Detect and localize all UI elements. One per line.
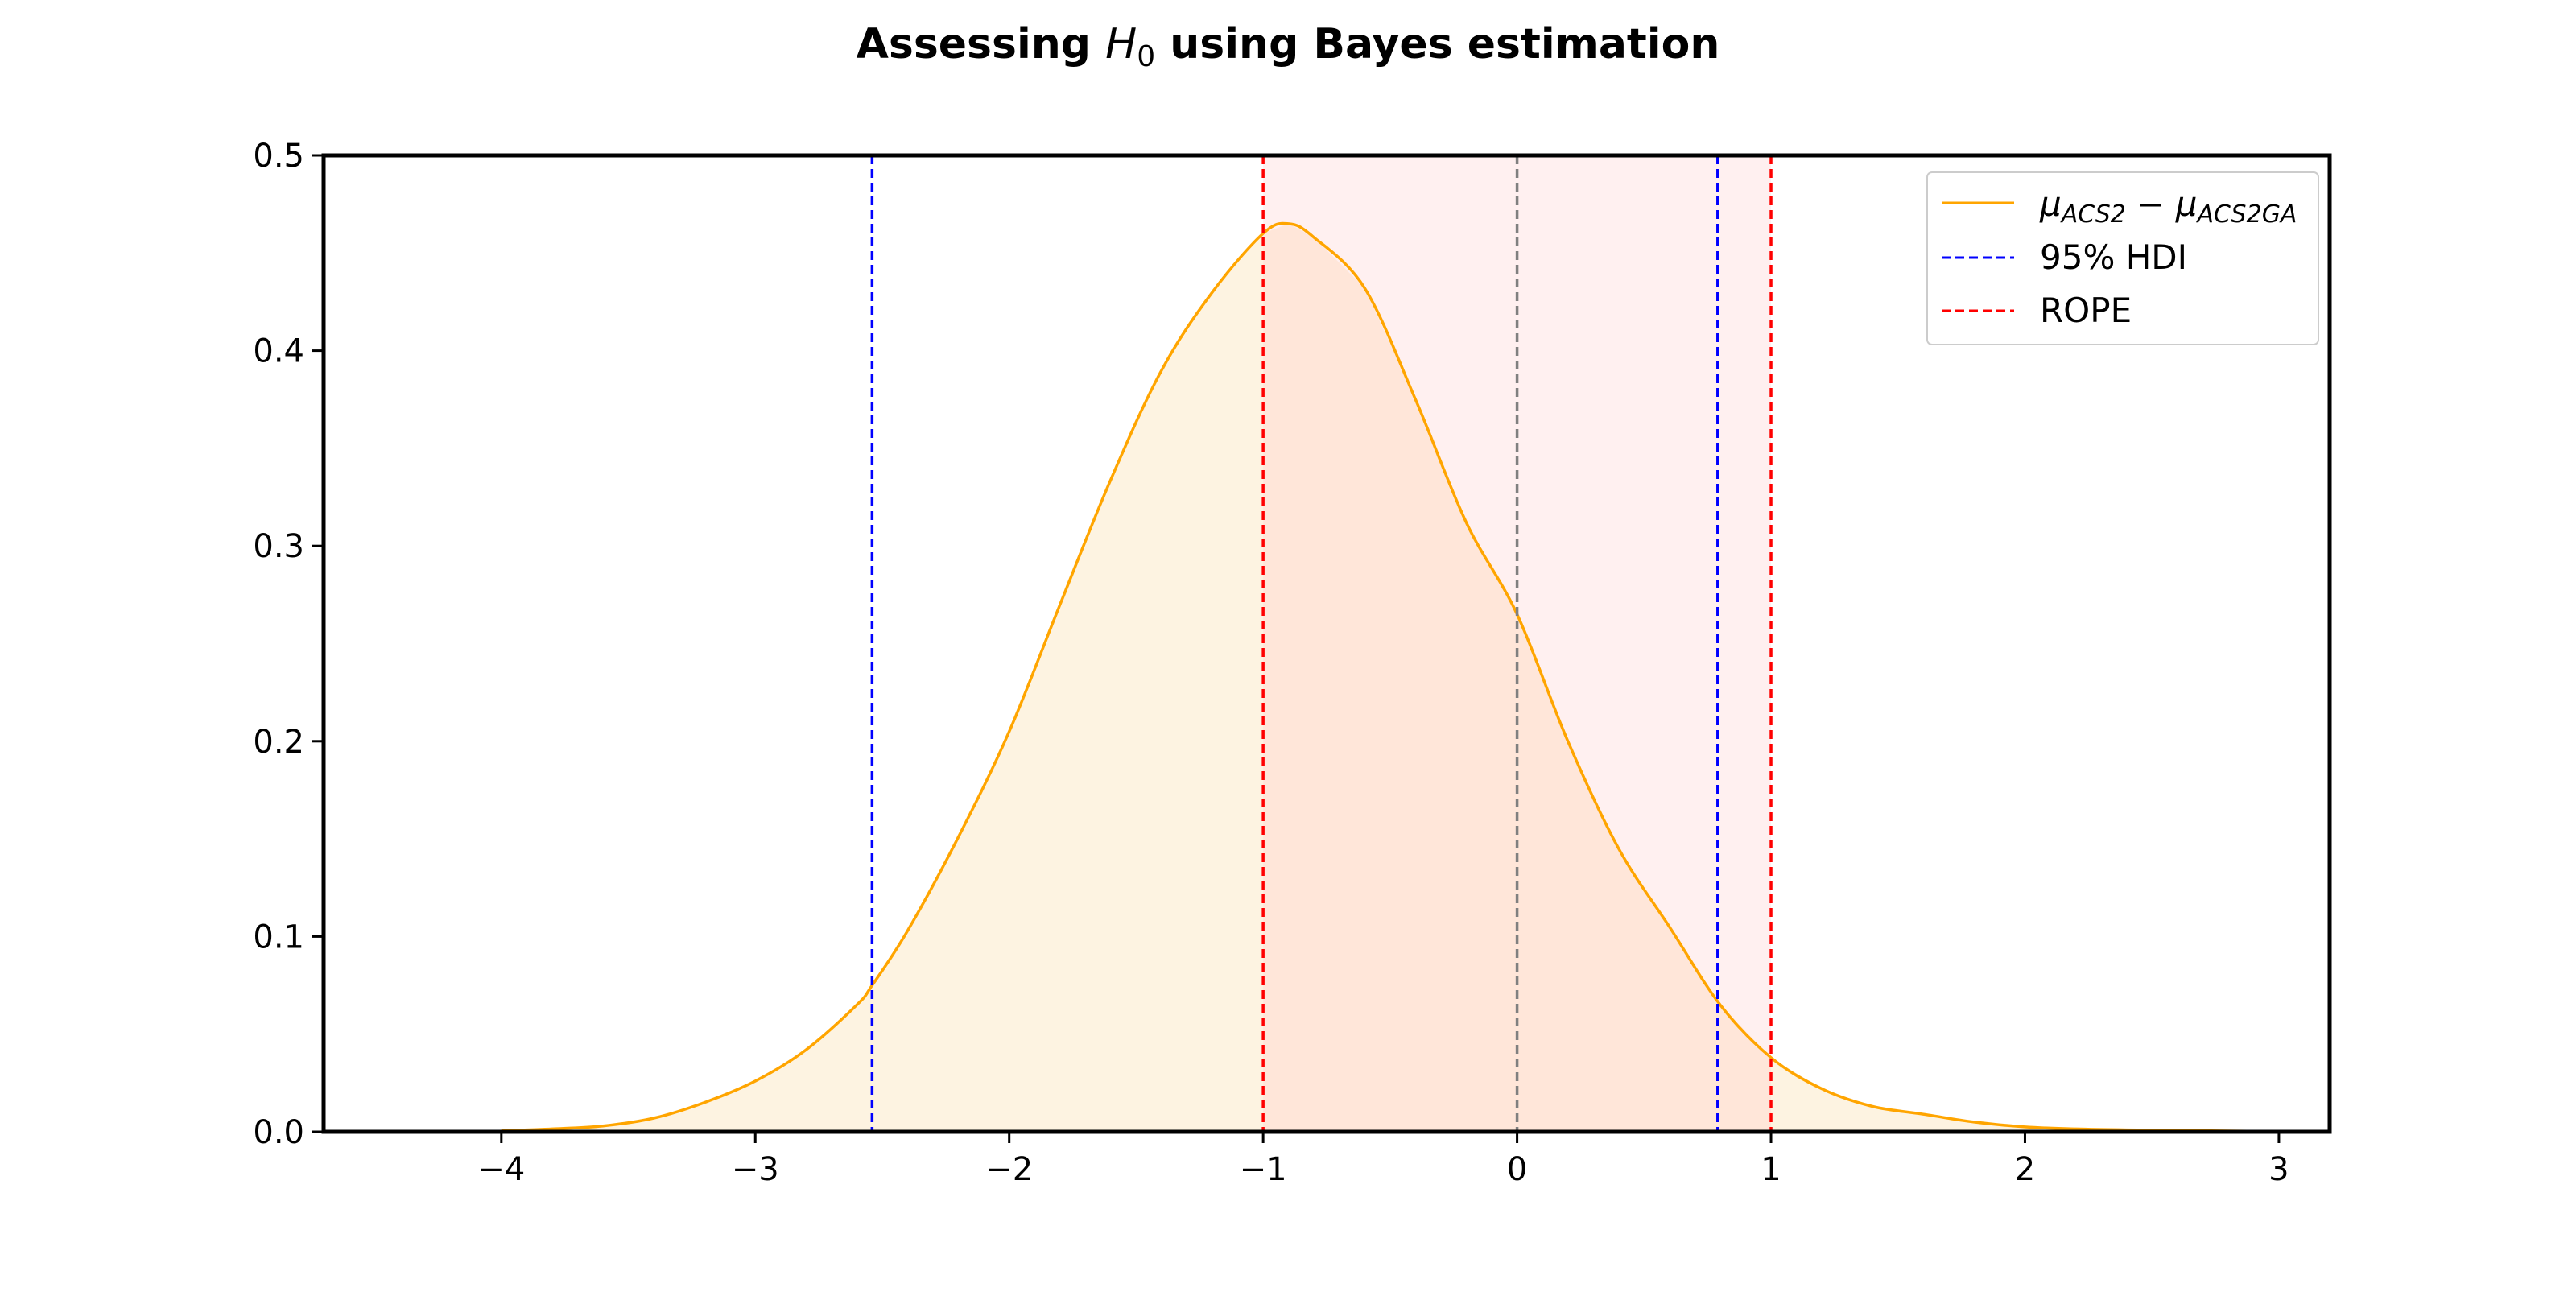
- legend-sub-1: ACS2: [2060, 200, 2126, 229]
- y-tick-label: 0.0: [253, 1114, 304, 1151]
- axes: −4 −3 −2 −1 0 1 2 3 0.0 0.1 0.2 0.3 0.4 0.5: [253, 138, 2332, 1188]
- chart-title: Assessing H0 using Bayes estimation: [857, 20, 1720, 73]
- legend-sub-2: ACS2GA: [2196, 200, 2297, 229]
- y-tick-label: 0.5: [253, 138, 304, 175]
- y-tick-label: 0.4: [253, 333, 304, 370]
- y-tick-label: 0.1: [253, 918, 304, 956]
- legend-hdi-label: 95% HDI: [2040, 237, 2187, 277]
- title-post: using Bayes estimation: [1155, 20, 1719, 68]
- x-tick-label: 1: [1761, 1151, 1781, 1188]
- legend: μACS2 − μACS2GA 95% HDI ROPE: [1926, 171, 2319, 345]
- x-tick-label: 0: [1507, 1151, 1527, 1188]
- title-pre: Assessing: [857, 20, 1106, 68]
- x-tick-label: −1: [1240, 1151, 1287, 1188]
- legend-density-label: μACS2 − μACS2GA: [2039, 184, 2297, 229]
- axes-frame: [321, 153, 2332, 1134]
- plot-area: [501, 155, 2279, 1133]
- x-tick-label: −4: [477, 1151, 525, 1188]
- x-tick-label: −2: [985, 1151, 1033, 1188]
- legend-mu-1: μ: [2039, 184, 2062, 224]
- title-subscript: 0: [1137, 40, 1155, 73]
- legend-rope-label: ROPE: [2040, 291, 2132, 330]
- legend-box: [1926, 171, 2319, 345]
- x-tick-label: 2: [2015, 1151, 2035, 1188]
- density-line: [501, 221, 2279, 1133]
- y-tick-label: 0.3: [253, 528, 304, 565]
- title-symbol: H: [1105, 20, 1137, 68]
- x-tick-label: −3: [732, 1151, 779, 1188]
- x-tick-label: 3: [2268, 1151, 2289, 1188]
- legend-minus: −: [2126, 184, 2176, 224]
- legend-mu-2: μ: [2175, 184, 2198, 224]
- y-tick-label: 0.2: [253, 724, 304, 761]
